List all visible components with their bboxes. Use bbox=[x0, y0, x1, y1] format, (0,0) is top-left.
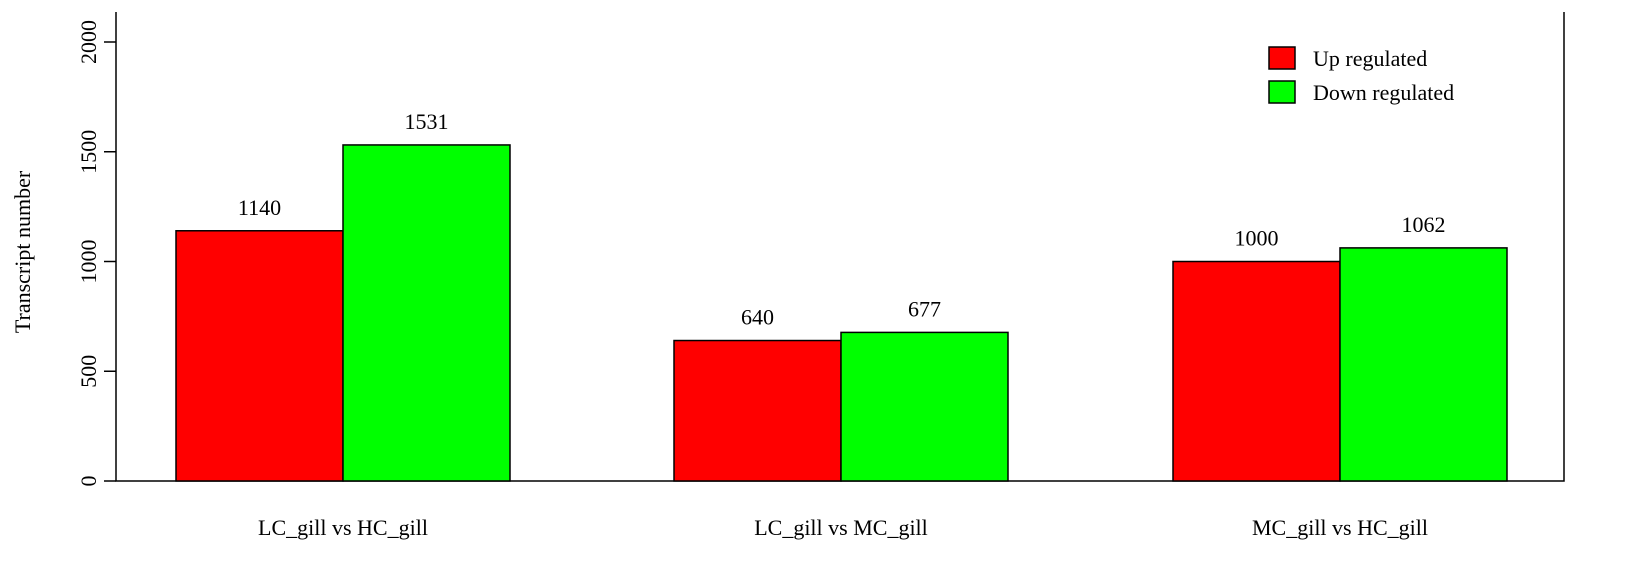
data-label: 1000 bbox=[1235, 226, 1279, 251]
category-label: LC_gill vs HC_gill bbox=[258, 515, 428, 540]
y-tick-label: 500 bbox=[76, 355, 101, 388]
legend: Up regulated Down regulated bbox=[1268, 46, 1454, 105]
data-label: 677 bbox=[908, 296, 941, 321]
legend-label: Down regulated bbox=[1313, 80, 1454, 105]
y-tick-label: 0 bbox=[76, 476, 101, 487]
data-label: 1140 bbox=[238, 195, 281, 220]
y-tick-label: 1000 bbox=[76, 240, 101, 284]
bar-down-2 bbox=[1339, 247, 1508, 482]
bar-up-2 bbox=[1172, 260, 1341, 482]
legend-swatch-up bbox=[1268, 46, 1296, 70]
category-label: LC_gill vs MC_gill bbox=[754, 515, 928, 540]
bar-up-1 bbox=[673, 339, 842, 482]
bar-down-0 bbox=[342, 144, 511, 482]
y-tick-label: 2000 bbox=[76, 20, 101, 64]
legend-label: Up regulated bbox=[1313, 46, 1427, 71]
bar-down-1 bbox=[840, 331, 1009, 482]
category-label: MC_gill vs HC_gill bbox=[1252, 515, 1428, 540]
y-axis-title: Transcript number bbox=[10, 170, 35, 333]
data-label: 1531 bbox=[405, 109, 449, 134]
plot-area: 0 500 1000 1500 2000 1140 1531 LC_gill vs HC_gi… bbox=[76, 12, 1565, 540]
bar-up-0 bbox=[175, 230, 344, 482]
legend-swatch-down bbox=[1268, 80, 1296, 104]
y-tick-label: 1500 bbox=[76, 130, 101, 174]
data-label: 640 bbox=[741, 305, 774, 330]
data-label: 1062 bbox=[1402, 212, 1446, 237]
